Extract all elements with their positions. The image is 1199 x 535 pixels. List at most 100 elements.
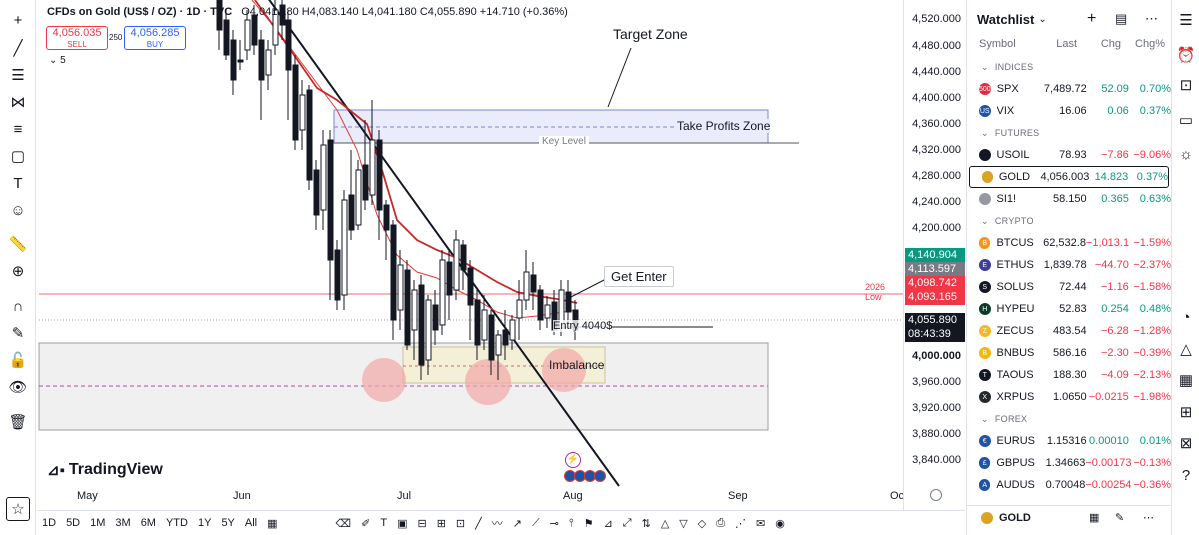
watchlist-row-si1[interactable]: SI1! 58.150 0.365 0.63% (967, 188, 1171, 210)
details-edit-icon[interactable]: ✎ (1115, 512, 1125, 524)
range-5y[interactable]: 5Y (221, 517, 235, 529)
watchlist-row-gbpus[interactable]: £ GBPUS 1.34663 −0.00173 −0.13% (967, 452, 1171, 474)
range-3m[interactable]: 3M (115, 517, 131, 529)
brush-icon[interactable]: ✐ (361, 517, 371, 530)
record-icon[interactable]: ◉ (775, 517, 785, 530)
price-axis[interactable]: 4,520.000 4,480.000 4,440.000 4,400.000 … (903, 0, 965, 510)
range-1m[interactable]: 1M (90, 517, 106, 529)
pitchfork-icon[interactable]: ⋈ (10, 94, 26, 111)
short-position-icon[interactable]: ⊞ (436, 517, 446, 530)
watchlist-row-hypeu[interactable]: H HYPEU 52.83 0.254 0.48% (967, 298, 1171, 320)
alerts-clock-icon[interactable]: ⏰ (1176, 47, 1196, 64)
expand-icon[interactable]: ⤢ (622, 516, 632, 529)
vertical-line-icon[interactable]: ⫯ (568, 516, 574, 529)
range-icon[interactable]: ⊡ (455, 517, 466, 530)
flag-icon[interactable]: ⚑ (583, 517, 594, 530)
ideas-icon[interactable]: ☼ (1179, 145, 1193, 163)
chat-icon[interactable]: ▭ (1178, 112, 1194, 129)
symbol-title[interactable]: CFDs on Gold (US$ / OZ) · 1D · TVC (47, 6, 233, 18)
col-chgp[interactable]: Chg% (1135, 38, 1165, 50)
rectangle-tool-icon[interactable]: ▢ (10, 148, 26, 165)
range-1d[interactable]: 1D (42, 517, 57, 529)
object-tree-icon[interactable]: ⊡ (1179, 77, 1193, 94)
details-more-icon[interactable]: ⋯ (1143, 512, 1154, 524)
section-header[interactable]: ⌄ FUTURES (967, 122, 1171, 144)
frame-icon[interactable]: ▣ (397, 517, 408, 530)
help-icon[interactable]: ? (1181, 466, 1191, 484)
fib-retracement-icon[interactable]: ≡ (13, 120, 23, 138)
lightning-event-icon[interactable]: ⚡ (565, 452, 581, 468)
magnet-icon[interactable]: ∩ (12, 297, 24, 315)
range-5d[interactable]: 5D (66, 517, 81, 529)
watchlist-row-audus[interactable]: A AUDUS 0.70048 −0.00254 −0.36% (967, 474, 1171, 496)
range-6m[interactable]: 6M (140, 517, 156, 529)
range-ytd[interactable]: YTD (165, 517, 188, 529)
arrow-icon[interactable]: ↗ (512, 517, 522, 530)
price-label-icon[interactable]: ⊿ (603, 517, 613, 530)
long-position-icon[interactable]: ⊟ (417, 517, 427, 530)
dashboard-icon[interactable]: ◔ (1181, 308, 1191, 326)
watchlist-row-bnbus[interactable]: B BNBUS 586.16 −2.30 −0.39% (967, 342, 1171, 364)
ray-icon[interactable]: ╱ (475, 517, 482, 530)
up-arrow-icon[interactable]: △ (660, 517, 670, 530)
symbol-details-bar[interactable]: GOLD ▦ ✎ ⋯ (967, 505, 1172, 529)
economic-events[interactable] (564, 470, 606, 482)
trash-icon[interactable]: 🗑 (8, 414, 28, 431)
watchlist-row-ethus[interactable]: E ETHUS 1,839.78 −44.70 −2.37% (967, 254, 1171, 276)
emoji-icon[interactable]: ☺ (10, 201, 26, 219)
polyline-icon[interactable]: ⟋ (531, 516, 540, 529)
col-chg[interactable]: Chg (1100, 38, 1121, 50)
favorites-star-icon[interactable]: ☆ (6, 497, 30, 521)
watchlist-row-taous[interactable]: T TAOUS 188.30 −4.09 −2.13% (967, 364, 1171, 386)
zoom-in-icon[interactable]: ⊕ (11, 263, 25, 280)
indicators-toggle[interactable]: ⌄ 5 (49, 55, 66, 66)
chart-settings-icon[interactable] (930, 489, 942, 501)
eraser-icon[interactable]: ⌫ (335, 517, 352, 530)
calendar-icon[interactable]: ▦ (1178, 372, 1194, 389)
ruler-icon[interactable]: 📏 (8, 236, 28, 253)
crosshair-icon[interactable]: + (13, 11, 23, 29)
chart-pane[interactable]: CFDs on Gold (US$ / OZ) · 1D · TVC O4,04… (37, 0, 903, 510)
screener-icon[interactable]: ⊞ (1179, 404, 1193, 421)
diamond-icon[interactable]: ◇ (697, 517, 707, 530)
add-symbol-icon[interactable]: + (1087, 10, 1097, 27)
advanced-view-icon[interactable]: ▤ (1115, 11, 1128, 26)
text-tool-icon[interactable]: T (13, 174, 23, 192)
text-icon[interactable]: T (380, 517, 388, 529)
trendline-icon[interactable]: ╱ (13, 40, 23, 57)
section-header[interactable]: ⌄ INDICES (967, 56, 1171, 78)
section-header[interactable]: ⌄ FOREX (967, 408, 1171, 430)
buy-button[interactable]: 4,056.285 BUY (124, 26, 186, 50)
screenshot-icon[interactable]: ⎙ (716, 516, 726, 529)
watchlist-row-solus[interactable]: S SOLUS 72.44 −1.16 −1.58% (967, 276, 1171, 298)
chevron-down-icon[interactable]: ⌄ (1038, 13, 1047, 25)
col-symbol[interactable]: Symbol (979, 38, 1016, 50)
details-grid-icon[interactable]: ▦ (1089, 512, 1100, 524)
watchlist-row-xrpus[interactable]: X XRPUS 1.0650 −0.0215 −1.98% (967, 386, 1171, 408)
note-icon[interactable]: ✉ (756, 517, 766, 530)
watchlist-row-btcus[interactable]: B BTCUS 62,532.8 −1,013.1 −1.59% (967, 232, 1171, 254)
watchlist-row-eurus[interactable]: € EURUS 1.15316 0.00010 0.01% (967, 430, 1171, 452)
horizontal-ray-icon[interactable]: ⊸ (549, 517, 559, 530)
watchlist-row-vix[interactable]: US VIX 16.06 0.06 0.37% (967, 100, 1171, 122)
more-options-icon[interactable]: ⋯ (1145, 11, 1158, 26)
stay-drawing-icon[interactable]: ✎ (11, 325, 25, 342)
watchlist-row-spx[interactable]: 500 SPX 7,489.72 52.09 0.70% (967, 78, 1171, 100)
watchlist-icon[interactable]: ☰ (1179, 12, 1193, 29)
col-last[interactable]: Last (1056, 38, 1077, 50)
watchlist-row-usoil[interactable]: USOIL 78.93 −7.86 −9.06% (967, 144, 1171, 166)
sell-button[interactable]: 4,056.035 SELL (46, 26, 108, 50)
lock-icon[interactable]: 🔓 (8, 352, 28, 369)
watchlist-row-zecus[interactable]: Z ZECUS 483.54 −6.28 −1.28% (967, 320, 1171, 342)
range-all[interactable]: All (244, 517, 258, 529)
horizontal-lines-icon[interactable]: ☰ (11, 67, 25, 84)
watchlist-title[interactable]: Watchlist (977, 11, 1035, 27)
watchlist-row-gold[interactable]: GOLD 4,056.003 14.823 0.37% (969, 166, 1169, 188)
measure-icon[interactable]: ⇅ (641, 517, 651, 530)
eye-icon[interactable]: 👁 (8, 379, 28, 396)
notifications-icon[interactable]: △ (1180, 341, 1192, 358)
pine-editor-icon[interactable]: ⊠ (1179, 435, 1193, 452)
down-arrow-icon[interactable]: ▽ (679, 517, 688, 530)
path-icon[interactable]: 〰 (491, 518, 503, 530)
section-header[interactable]: ⌄ CRYPTO (967, 210, 1171, 232)
